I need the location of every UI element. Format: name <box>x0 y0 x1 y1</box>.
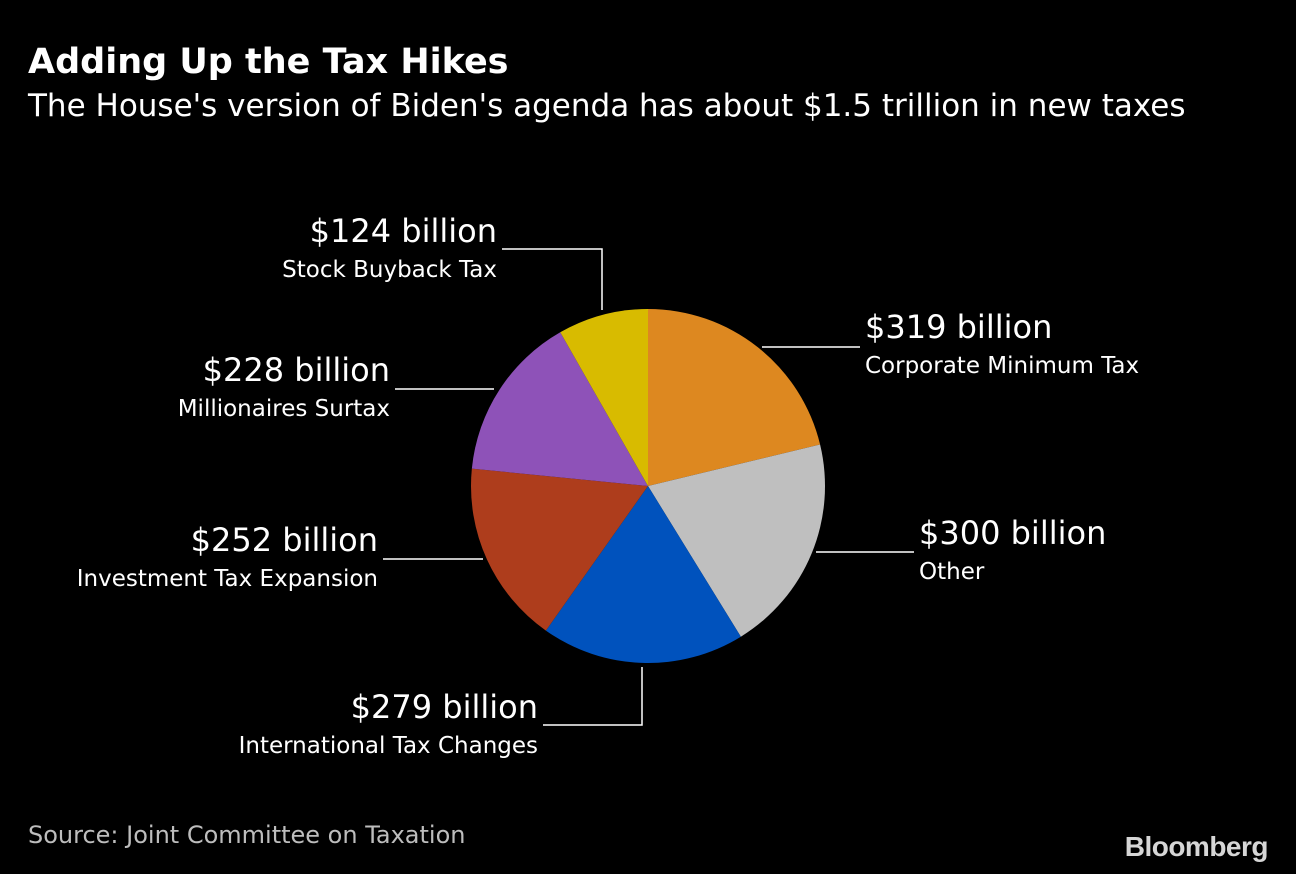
chart-subtitle: The House's version of Biden's agenda ha… <box>28 88 1186 124</box>
value-label-corporate-minimum-tax: $319 billion <box>865 308 1052 346</box>
value-label-international-tax-changes: $279 billion <box>351 688 538 726</box>
pie-slice-millionaires-surtax <box>471 332 648 486</box>
pie-slice-international-tax-changes <box>545 486 741 663</box>
category-label-investment-tax-expansion: Investment Tax Expansion <box>77 566 378 592</box>
pie-slice-investment-tax-expansion <box>471 468 648 631</box>
pie-slice-corporate-minimum-tax <box>648 309 821 486</box>
leader-line-stock-buyback-tax <box>502 248 603 310</box>
pie-slice-other <box>648 444 825 637</box>
category-label-millionaires-surtax: Millionaires Surtax <box>178 396 390 422</box>
value-label-stock-buyback-tax: $124 billion <box>310 212 497 250</box>
leader-lines <box>383 248 914 726</box>
slice-labels: $319 billion Corporate Minimum Tax $300 bi… <box>77 212 1139 759</box>
value-label-investment-tax-expansion: $252 billion <box>191 521 378 559</box>
source-note: Source: Joint Committee on Taxation <box>28 821 466 849</box>
pie-slices <box>471 309 825 663</box>
bloomberg-logo: Bloomberg <box>1124 831 1269 862</box>
chart-title: Adding Up the Tax Hikes <box>28 42 509 82</box>
value-label-other: $300 billion <box>919 514 1106 552</box>
category-label-other: Other <box>919 559 985 585</box>
value-label-millionaires-surtax: $228 billion <box>203 351 390 389</box>
category-label-stock-buyback-tax: Stock Buyback Tax <box>282 257 497 283</box>
pie-slice-stock-buyback-tax <box>560 309 648 486</box>
leader-line-international-tax-changes <box>543 667 643 726</box>
category-label-international-tax-changes: International Tax Changes <box>239 733 538 759</box>
category-label-corporate-minimum-tax: Corporate Minimum Tax <box>865 353 1139 379</box>
